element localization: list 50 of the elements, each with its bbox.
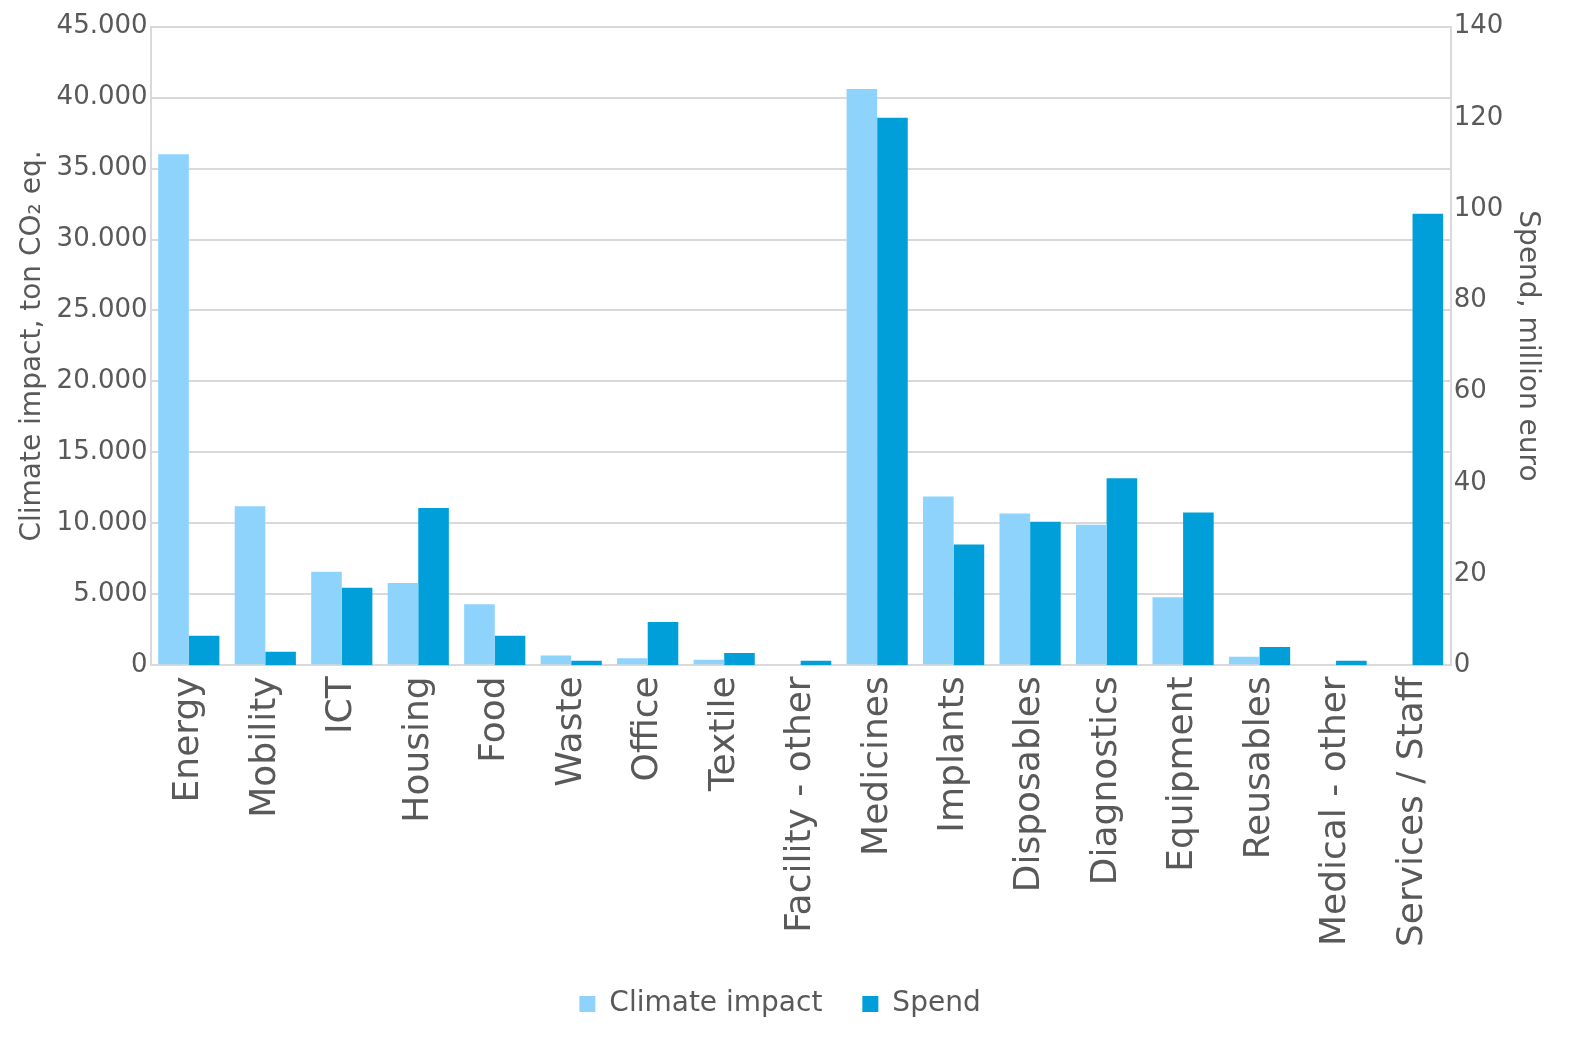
y2-tick-label: 20 <box>1453 556 1487 587</box>
x-tick-label: Textile <box>700 676 742 793</box>
x-tick-label: Office <box>624 676 666 782</box>
x-tick-label: Mobility <box>241 676 283 818</box>
y2-tick-label: 80 <box>1453 283 1487 314</box>
x-tick-label: Reusables <box>1235 676 1277 860</box>
bar <box>1412 213 1444 666</box>
y2-tick-label: 100 <box>1453 191 1504 222</box>
bar <box>1259 647 1291 666</box>
bar <box>158 154 189 665</box>
x-tick-label: Medicines <box>853 676 895 856</box>
bar <box>647 622 679 666</box>
x-tick-label: Housing <box>394 676 436 823</box>
x-tick-label: Diagnostics <box>1082 676 1124 886</box>
y-tick-label: 10.000 <box>56 506 148 537</box>
x-tick-label: Facility - other <box>777 676 819 933</box>
y-tick-label: 25.000 <box>56 293 148 324</box>
y2-tick-label: 0 <box>1453 648 1471 679</box>
x-tick-label: Services / Staff <box>1388 675 1430 948</box>
bar <box>724 653 755 666</box>
x-tick-label: Equipment <box>1159 676 1201 872</box>
y-tick-label: 0 <box>131 648 148 679</box>
legend-label: Spend <box>892 985 981 1019</box>
x-tick-label: Disposables <box>1006 676 1048 893</box>
y2-tick-label: 60 <box>1453 374 1487 405</box>
x-tick-label: Food <box>471 676 513 763</box>
y-axis-title: Climate impact, ton CO₂ eq. <box>14 150 48 542</box>
y-tick-label: 35.000 <box>56 151 148 182</box>
y2-tick-label: 40 <box>1453 465 1487 496</box>
y-tick-label: 15.000 <box>56 435 148 466</box>
x-tick-label: Energy <box>165 676 207 803</box>
bar <box>1183 512 1214 666</box>
bar <box>234 506 266 665</box>
y-tick-label: 5.000 <box>73 577 148 608</box>
x-tick-label: Waste <box>547 676 589 787</box>
x-tick-label: Implants <box>930 676 971 833</box>
y-tick-label: 40.000 <box>56 80 148 111</box>
bar <box>617 658 648 665</box>
y2-tick-label: 120 <box>1453 100 1504 131</box>
legend-label: Climate impact <box>609 985 823 1019</box>
y-tick-label: 45.000 <box>56 9 148 40</box>
y-tick-label: 20.000 <box>56 364 148 395</box>
x-tick-label: Medical - other <box>1312 676 1354 947</box>
y-tick-label: 30.000 <box>56 222 148 253</box>
bar <box>464 604 495 665</box>
bar <box>188 635 220 666</box>
y2-tick-label: 140 <box>1453 9 1504 40</box>
x-tick-label: ICT <box>318 675 360 735</box>
bar <box>265 651 296 666</box>
y2-axis-title: Spend, million euro <box>1512 210 1546 482</box>
